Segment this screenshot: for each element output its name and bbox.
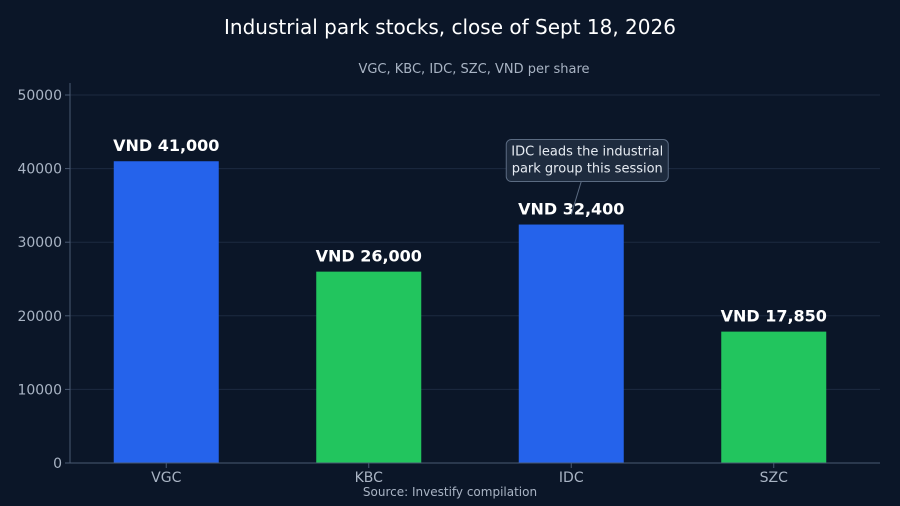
y-tick-label: 10000 — [17, 382, 62, 398]
y-tick-label: 0 — [53, 456, 62, 472]
bar-kbc — [316, 271, 422, 463]
axes — [69, 83, 880, 464]
x-tick-label: IDC — [559, 470, 584, 486]
chart-title: Industrial park stocks, close of Sept 18… — [224, 15, 676, 39]
annotation-text: park group this session — [512, 162, 663, 177]
annotation-text: IDC leads the industrial — [511, 145, 663, 160]
annotation: IDC leads the industrial park group this … — [505, 139, 669, 215]
y-tick-label: 50000 — [17, 88, 62, 104]
value-label: VND 26,000 — [316, 247, 422, 266]
source-note: Source: Investify compilation — [363, 485, 537, 499]
y-tick-label: 40000 — [17, 162, 62, 178]
x-tick-label: VGC — [151, 470, 181, 486]
y-tick-label: 30000 — [17, 235, 62, 251]
bar-idc — [518, 224, 624, 463]
value-label: VND 17,850 — [721, 307, 827, 326]
x-tick-label: KBC — [355, 470, 384, 486]
chart-subtitle: VGC, KBC, IDC, SZC, VND per share — [358, 62, 589, 77]
annotation-box — [505, 139, 669, 183]
value-label: VND 41,000 — [113, 136, 219, 155]
value-label: VND 32,400 — [518, 200, 624, 219]
x-tick-label: SZC — [760, 470, 788, 486]
value-labels: VND 41,000 VND 26,000 VND 32,400 VND 17,850 — [113, 136, 827, 325]
bar-szc — [721, 331, 827, 463]
bars — [113, 161, 827, 464]
annotation-pointer — [570, 181, 582, 215]
y-tick-label: 20000 — [17, 309, 62, 325]
y-axis-ticks: 0 10000 20000 30000 40000 50000 — [17, 88, 70, 472]
bar-vgc — [113, 161, 219, 464]
x-axis-ticks: VGC KBC IDC SZC — [151, 463, 788, 486]
